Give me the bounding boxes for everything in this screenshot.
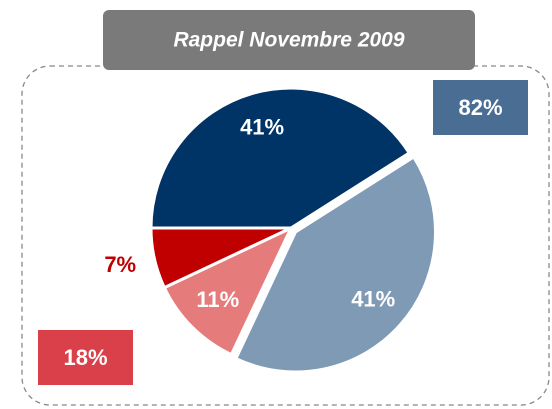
total-box xyxy=(38,330,133,385)
pie: 41% 41% 11% 7% xyxy=(104,86,437,374)
slice-label: 41% xyxy=(240,114,284,139)
pie-slice xyxy=(162,226,293,357)
pie-slice xyxy=(149,86,411,230)
title-box xyxy=(103,10,475,70)
slice-label: 11% xyxy=(196,287,239,312)
slice-label: 41% xyxy=(351,286,395,311)
chart-title: Rappel Novembre 2009 xyxy=(173,29,404,52)
annotations: 82% 18% xyxy=(38,80,528,385)
slice-label: 7% xyxy=(104,252,136,277)
total-label: 82% xyxy=(458,95,502,120)
total-label: 18% xyxy=(63,345,107,370)
total-box xyxy=(433,80,528,135)
pie-slice xyxy=(234,155,437,374)
pie-slice xyxy=(149,226,293,290)
